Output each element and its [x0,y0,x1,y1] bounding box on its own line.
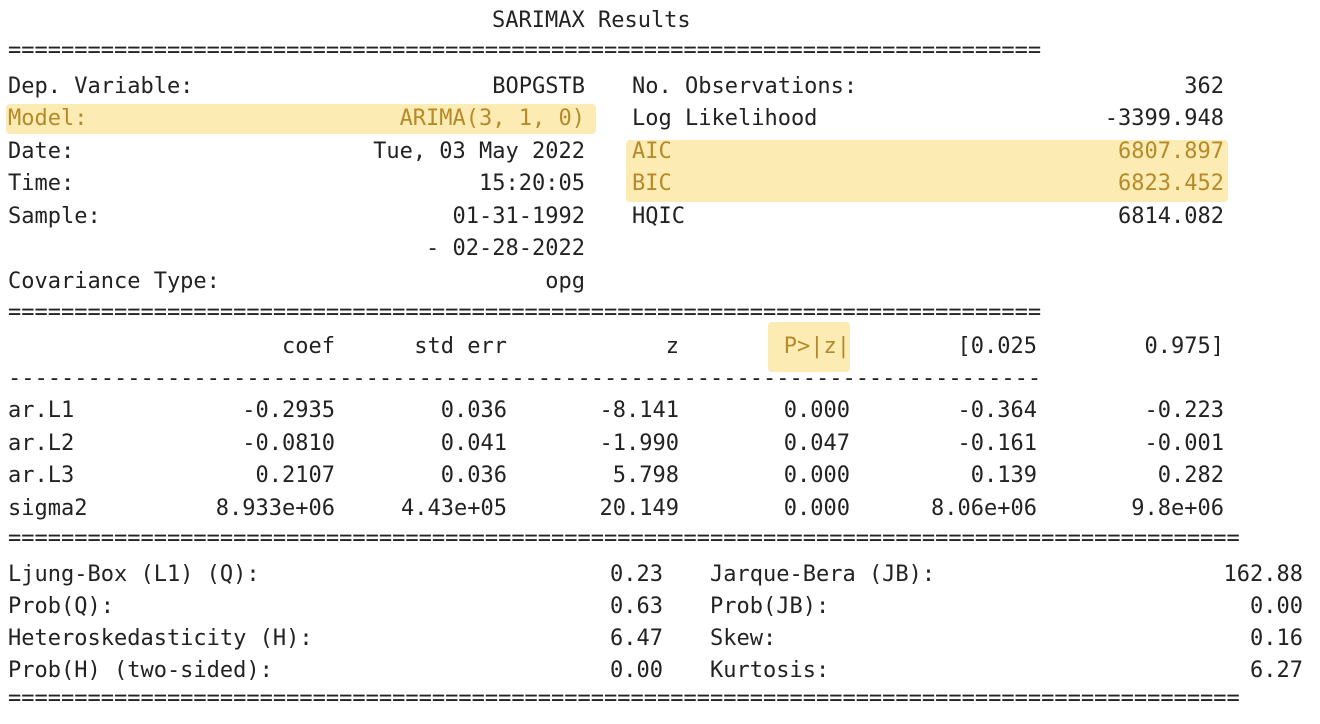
row-name: ar.L1 [8,398,75,423]
single-rule: ----------------------------------------… [8,372,1042,386]
nobs-label: No. Observations: [632,74,858,99]
sample-label: Sample: [8,204,101,229]
dep-variable-label: Dep. Variable: [8,74,194,99]
diag-right-value: 162.88 [1223,562,1303,587]
cov-type-value: opg [545,269,585,294]
aic-label: AIC [632,139,672,164]
cell-pvalue: 0.000 [783,496,850,521]
double-rule-2: ========================================… [8,306,1042,320]
double-rule-1: ========================================… [8,44,1042,58]
cell-stderr: 0.036 [440,463,507,488]
header-pvalue: P>|z| [783,334,850,359]
double-rule-4: ========================================… [8,692,1240,706]
time-label: Time: [8,171,75,196]
cell-ci-high: -0.001 [1144,431,1224,456]
llf-value: -3399.948 [1104,106,1224,131]
header-ci-low: [0.025 [957,334,1037,359]
header-ci-high: 0.975] [1144,334,1224,359]
cell-z: 5.798 [612,463,679,488]
diag-right-value: 6.27 [1250,658,1303,683]
cov-type-label: Covariance Type: [8,269,220,294]
pvalue-header-highlight [768,322,850,372]
cell-pvalue: 0.047 [783,431,850,456]
cell-ci-high: 9.8e+06 [1131,496,1224,521]
time-value: 15:20:05 [479,171,585,196]
header-z: z [665,334,679,359]
diag-left-label: Heteroskedasticity (H): [8,626,313,651]
cell-ci-low: -0.364 [957,398,1037,423]
cell-coef: 8.933e+06 [215,496,335,521]
dep-variable-value: BOPGSTB [492,74,585,99]
date-label: Date: [8,139,75,164]
hqic-value: 6814.082 [1118,204,1224,229]
diag-left-value: 0.00 [610,658,663,683]
page-title: SARIMAX Results [492,8,691,33]
header-stderr: std err [414,334,507,359]
bic-value: 6823.452 [1118,171,1224,196]
aic-value: 6807.897 [1118,139,1224,164]
sample-end: - 02-28-2022 [426,236,585,261]
row-name: ar.L2 [8,431,75,456]
model-value: ARIMA(3, 1, 0) [399,106,585,131]
cell-stderr: 4.43e+05 [401,496,507,521]
cell-ci-low: -0.161 [957,431,1037,456]
bic-label: BIC [632,171,672,196]
cell-ci-high: -0.223 [1144,398,1224,423]
cell-pvalue: 0.000 [783,463,850,488]
cell-stderr: 0.041 [440,431,507,456]
row-name: sigma2 [8,496,88,521]
diag-left-value: 0.23 [610,562,663,587]
cell-z: -8.141 [599,398,679,423]
cell-z: 20.149 [599,496,679,521]
aic-bic-highlight [626,140,1228,202]
double-rule-3: ========================================… [8,532,1240,546]
diag-left-value: 6.47 [610,626,663,651]
cell-ci-high: 0.282 [1157,463,1224,488]
cell-pvalue: 0.000 [783,398,850,423]
row-name: ar.L3 [8,463,75,488]
header-coef: coef [282,334,335,359]
cell-stderr: 0.036 [440,398,507,423]
date-value: Tue, 03 May 2022 [373,139,585,164]
diag-right-label: Kurtosis: [710,658,830,683]
model-label: Model: [8,106,88,131]
diag-left-label: Prob(Q): [8,594,114,619]
llf-label: Log Likelihood [632,106,818,131]
diag-right-label: Skew: [710,626,777,651]
hqic-label: HQIC [632,204,685,229]
cell-coef: 0.2107 [255,463,335,488]
diag-left-label: Ljung-Box (L1) (Q): [8,562,260,587]
diag-right-label: Jarque-Bera (JB): [710,562,936,587]
diag-left-label: Prob(H) (two-sided): [8,658,273,683]
diag-left-value: 0.63 [610,594,663,619]
model-highlight [6,104,596,134]
nobs-value: 362 [1184,74,1224,99]
cell-ci-low: 0.139 [970,463,1037,488]
diag-right-value: 0.00 [1250,594,1303,619]
diag-right-label: Prob(JB): [710,594,830,619]
diag-right-value: 0.16 [1250,626,1303,651]
cell-ci-low: 8.06e+06 [931,496,1037,521]
sample-start: 01-31-1992 [452,204,585,229]
cell-z: -1.990 [599,431,679,456]
cell-coef: -0.2935 [242,398,335,423]
cell-coef: -0.0810 [242,431,335,456]
